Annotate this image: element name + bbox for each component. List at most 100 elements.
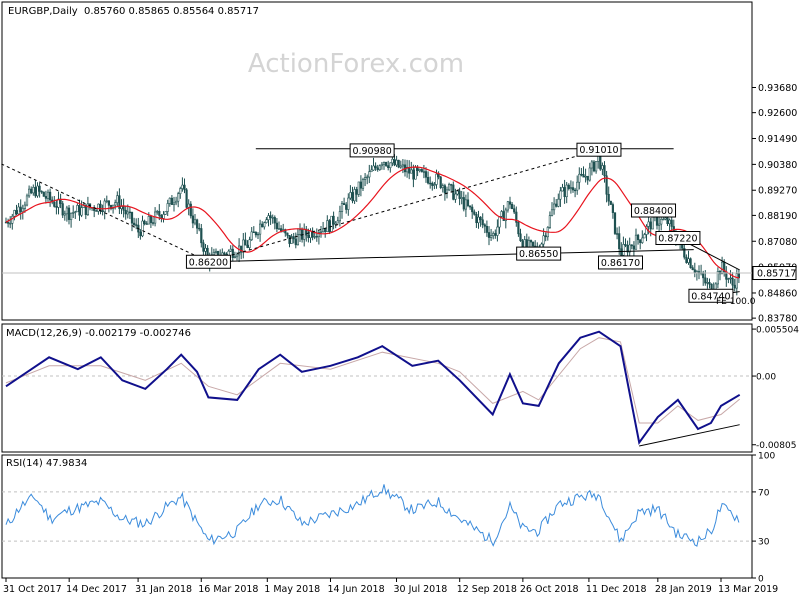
candle[interactable] <box>471 204 474 219</box>
candle[interactable] <box>265 217 268 224</box>
candle[interactable] <box>473 209 476 216</box>
candle[interactable] <box>706 277 709 289</box>
candle[interactable] <box>466 192 470 208</box>
candle[interactable] <box>254 231 258 238</box>
candle[interactable] <box>76 203 79 213</box>
candle[interactable] <box>544 232 547 242</box>
price-level-label[interactable]: 0.86170 <box>597 255 643 270</box>
candle[interactable] <box>345 202 348 214</box>
price-level-label[interactable]: 0.87220 <box>655 230 701 245</box>
candle[interactable] <box>200 223 203 248</box>
candle[interactable] <box>244 232 247 246</box>
candle[interactable] <box>624 238 627 248</box>
candle[interactable] <box>196 218 199 234</box>
candle[interactable] <box>193 214 197 226</box>
candle[interactable] <box>483 223 486 234</box>
candle[interactable] <box>578 167 581 190</box>
candle[interactable] <box>17 203 20 216</box>
candle[interactable] <box>422 164 426 179</box>
candle[interactable] <box>429 176 432 189</box>
candle[interactable] <box>716 267 719 289</box>
candle[interactable] <box>156 209 159 215</box>
candle[interactable] <box>433 181 436 190</box>
candle[interactable] <box>500 210 503 218</box>
candle[interactable] <box>397 159 400 169</box>
candle[interactable] <box>349 185 352 200</box>
candle[interactable] <box>557 193 560 208</box>
candle[interactable] <box>130 211 134 232</box>
candle[interactable] <box>315 228 318 242</box>
candle[interactable] <box>622 236 625 256</box>
candle[interactable] <box>355 186 358 202</box>
candle[interactable] <box>464 194 468 217</box>
candle[interactable] <box>74 210 77 219</box>
candle[interactable] <box>116 191 119 207</box>
candle[interactable] <box>53 195 56 208</box>
candle[interactable] <box>326 215 329 232</box>
candle[interactable] <box>513 204 516 214</box>
candle[interactable] <box>107 200 110 213</box>
candle[interactable] <box>311 227 314 241</box>
candle[interactable] <box>124 206 127 220</box>
candle[interactable] <box>7 218 10 228</box>
candle[interactable] <box>496 219 499 242</box>
candle[interactable] <box>401 159 405 174</box>
candle[interactable] <box>321 221 325 233</box>
candle[interactable] <box>586 175 589 185</box>
candle[interactable] <box>11 213 14 230</box>
candle[interactable] <box>611 202 614 219</box>
candle[interactable] <box>412 164 415 188</box>
candle[interactable] <box>229 245 232 252</box>
candle[interactable] <box>426 171 430 185</box>
candle[interactable] <box>328 219 331 235</box>
candle[interactable] <box>376 164 379 172</box>
candle[interactable] <box>139 229 142 240</box>
candle[interactable] <box>288 235 291 248</box>
candle[interactable] <box>609 200 612 205</box>
candle[interactable] <box>565 181 568 204</box>
macd-panel[interactable] <box>2 330 752 447</box>
candle[interactable] <box>468 205 472 210</box>
candle[interactable] <box>72 205 75 218</box>
candle[interactable] <box>590 159 593 176</box>
candle[interactable] <box>639 239 642 250</box>
candle[interactable] <box>477 210 480 229</box>
candle[interactable] <box>214 248 218 255</box>
candle[interactable] <box>517 220 520 237</box>
candle[interactable] <box>603 161 606 183</box>
candle[interactable] <box>450 183 453 192</box>
candle[interactable] <box>183 178 186 194</box>
candle[interactable] <box>46 189 50 202</box>
candle[interactable] <box>55 200 58 215</box>
candle[interactable] <box>38 182 41 198</box>
candle[interactable] <box>177 191 180 208</box>
candle[interactable] <box>101 204 104 216</box>
candle[interactable] <box>366 174 369 185</box>
candle[interactable] <box>582 166 585 178</box>
candle[interactable] <box>231 245 234 262</box>
candle[interactable] <box>212 248 216 256</box>
candle[interactable] <box>636 233 640 245</box>
candle[interactable] <box>563 179 566 204</box>
candle[interactable] <box>687 250 690 265</box>
candle[interactable] <box>44 190 47 204</box>
candle[interactable] <box>141 215 144 238</box>
candle[interactable] <box>370 165 373 173</box>
candle[interactable] <box>179 186 182 199</box>
candle[interactable] <box>286 232 289 239</box>
trendline[interactable] <box>208 249 694 263</box>
candle[interactable] <box>601 162 604 176</box>
candle[interactable] <box>67 205 71 225</box>
candle[interactable] <box>670 216 673 231</box>
candle[interactable] <box>70 212 73 228</box>
candle[interactable] <box>441 183 444 193</box>
candle[interactable] <box>273 215 276 230</box>
candle[interactable] <box>594 161 598 174</box>
candle[interactable] <box>305 225 308 242</box>
candle[interactable] <box>485 220 489 237</box>
candle[interactable] <box>32 184 35 196</box>
candle[interactable] <box>175 196 178 206</box>
candle[interactable] <box>246 240 249 249</box>
candle[interactable] <box>256 232 260 239</box>
